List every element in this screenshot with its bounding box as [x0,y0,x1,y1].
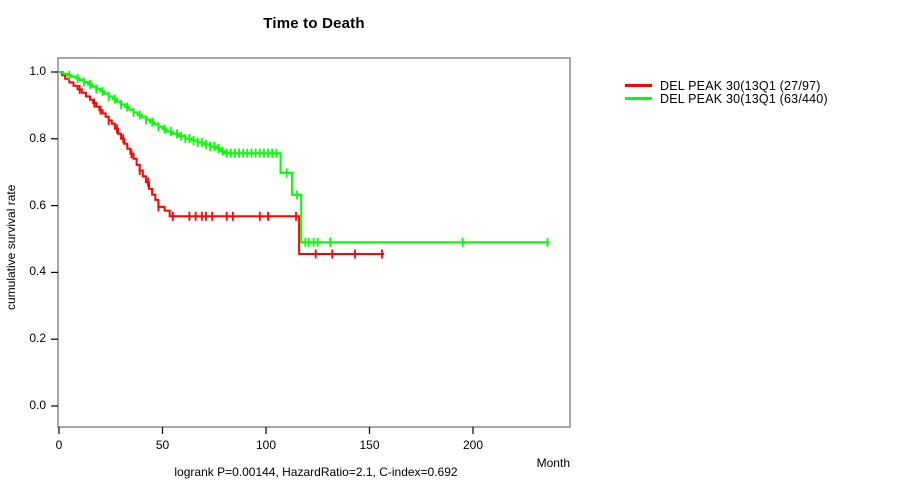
legend-item-green: DEL PEAK 30(13Q1 (63/440) [625,91,828,106]
x-tick-label: 50 [155,438,170,452]
y-tick-label: 0.8 [29,130,46,145]
stats-annotation: logrank P=0.00144, HazardRatio=2.1, C-in… [174,465,458,479]
legend-line-green-icon [625,97,652,100]
plot-box [57,57,571,428]
y-tick-label: 0.6 [29,197,46,212]
x-tick-label: 100 [255,438,277,452]
survival-curve-red [59,71,384,255]
chart-title: Time to Death [263,15,365,32]
x-tick-label: 200 [462,438,484,452]
legend: DEL PEAK 30(13Q1 (27/97) DEL PEAK 30(13Q… [625,78,828,106]
x-axis-label: Month [536,456,570,470]
legend-item-red: DEL PEAK 30(13Q1 (27/97) [625,78,828,93]
legend-label-green: DEL PEAK 30(13Q1 (63/440) [660,91,828,106]
legend-line-red-icon [625,84,652,87]
y-tick-label: 0.2 [29,331,46,346]
legend-label-red: DEL PEAK 30(13Q1 (27/97) [660,78,821,93]
x-tick-label: 0 [55,438,63,452]
y-tick-label: 0.4 [29,264,46,279]
y-tick-label: 0.0 [29,398,46,412]
y-tick-label: 1.0 [29,64,46,78]
x-tick-label: 150 [359,438,380,452]
